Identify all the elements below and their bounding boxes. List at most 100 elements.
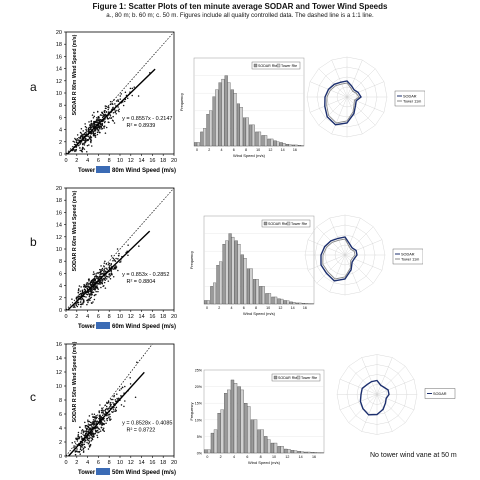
scatter-point (80, 444, 82, 446)
fit-line (66, 68, 156, 155)
x-tick-label: 10 (117, 460, 123, 466)
hist-bar (224, 75, 228, 147)
hist-x-tick-label: 6 (243, 306, 245, 310)
scatter-point (104, 410, 107, 412)
hist-bar (268, 293, 272, 305)
scatter-point (80, 286, 82, 288)
hist-y-tick-label: 20% (195, 385, 203, 389)
scatter-point (91, 302, 93, 304)
x-tick-label: 20 (171, 314, 177, 320)
hist-bar (206, 300, 210, 305)
hist-bar (227, 389, 231, 454)
scatter-point (104, 287, 107, 289)
hist-bar (287, 449, 291, 454)
hist-legend (271, 373, 321, 382)
scatter-point (90, 126, 93, 128)
hist-bar (267, 138, 271, 147)
x-axis-label-prefix: Tower (78, 168, 96, 174)
scatter-point (107, 409, 109, 411)
scatter-point (114, 259, 116, 262)
scatter-point (100, 411, 103, 414)
scatter-point (85, 424, 88, 427)
scatter-point (117, 99, 119, 101)
scatter-point (101, 116, 104, 119)
scatter-point (79, 426, 81, 428)
hist-bar (273, 442, 278, 454)
scatter-point (74, 149, 77, 151)
scatter-point (112, 411, 114, 413)
rose-panel-c: SODAR (336, 354, 456, 435)
y-tick-label: 6 (59, 412, 62, 418)
y-tick-label: 8 (59, 398, 62, 404)
hist-bar (261, 135, 265, 147)
scatter-point (129, 376, 131, 379)
hist-bar (224, 393, 228, 454)
fit-equation: y = 0.8557x - 0.2147 (122, 116, 172, 122)
scatter-point (111, 103, 114, 106)
rose-spoke (346, 96, 376, 126)
scatter-point (87, 139, 89, 142)
y-tick-label: 2 (59, 140, 62, 146)
scatter-point (106, 414, 108, 417)
scatter-point (85, 132, 88, 134)
scatter-point (88, 144, 90, 146)
scatter-point (117, 398, 119, 401)
hist-y-axis-label: Frequency (180, 93, 184, 111)
scatter-point (88, 420, 90, 423)
scatter-point (93, 115, 96, 118)
x-tick-label: 4 (86, 460, 89, 466)
scatter-point (115, 257, 117, 260)
scatter-point (85, 432, 88, 434)
scatter-point (86, 438, 89, 441)
hist-y-tick-label: 15% (195, 402, 203, 406)
scatter-point (84, 446, 86, 448)
scatter-point (94, 285, 97, 287)
scatter-point (80, 430, 83, 432)
scatter-panel-a: 0 2 4 6 8 10 12 14 16 18 20 0 2 4 6 8 10 12 14 16 18 20 y = 0.… (56, 30, 177, 174)
scatter-point (83, 148, 86, 150)
scatter-point (82, 450, 85, 452)
scatter-point (118, 110, 120, 113)
scatter-point (84, 426, 87, 428)
scatter-point (123, 100, 126, 103)
scatter-point (72, 149, 74, 152)
scatter-point (80, 306, 82, 308)
scatter-point (120, 395, 122, 397)
fit-equation: y = 0.853x - 0.2852 (122, 272, 169, 278)
hist-legend-label: Tower Rte (281, 64, 297, 68)
scatter-point (96, 277, 98, 280)
rose-series-line (326, 82, 360, 124)
rose-series-line (320, 236, 358, 282)
scatter-point (99, 127, 101, 130)
scatter-point (74, 138, 77, 141)
tower-vane-note: No tower wind vane at 50 m (370, 452, 457, 459)
scatter-point (92, 271, 95, 273)
scatter-point (95, 121, 98, 124)
scatter-point (85, 283, 88, 285)
scatter-point (80, 135, 82, 137)
scatter-point (91, 433, 93, 435)
rose-legend-label: Tower 11m (403, 100, 421, 104)
hist-legend-swatch (263, 221, 268, 226)
scatter-point (131, 94, 133, 97)
y-tick-label: 10 (56, 247, 62, 253)
x-axis-label-prefix: Tower (78, 324, 96, 330)
scatter-point (73, 149, 76, 151)
hist-bar (227, 82, 231, 147)
hist-bar (279, 142, 283, 147)
scatter-point (76, 443, 78, 446)
scatter-point (90, 128, 92, 130)
scatter-point (92, 273, 95, 276)
x-tick-label: 12 (128, 460, 134, 466)
scatter-point (94, 429, 97, 432)
scatter-point (106, 407, 108, 410)
hist-legend-swatch (286, 221, 291, 226)
hist-bar (230, 89, 234, 147)
y-tick-label: 16 (56, 342, 62, 348)
scatter-point (93, 273, 96, 275)
rose-spoke (376, 394, 393, 432)
scatter-point (88, 415, 91, 417)
scatter-point (87, 442, 90, 445)
scatter-point (109, 278, 112, 280)
scatter-point (84, 138, 87, 140)
